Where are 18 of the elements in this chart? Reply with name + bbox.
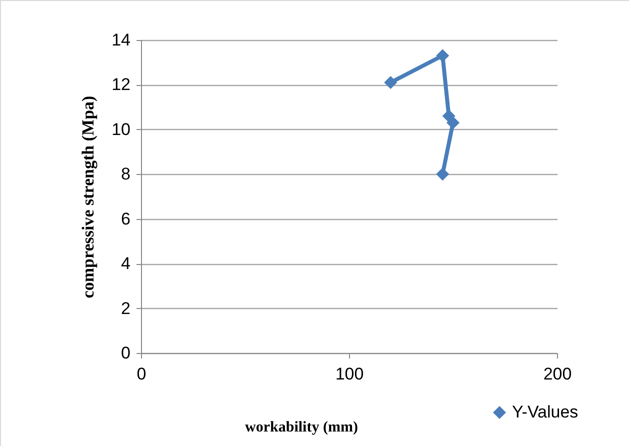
point: [436, 49, 450, 62]
y-tick-label: 12: [112, 75, 130, 94]
point: [384, 76, 398, 89]
x-tick-label: 100: [335, 364, 364, 384]
legend-label: Y-Values: [512, 402, 578, 422]
y-axis-title: compressive strength (Mpa): [78, 96, 98, 298]
point: [436, 168, 450, 181]
x-tick-label: 200: [543, 364, 572, 384]
x-axis-title: workability (mm): [245, 420, 358, 436]
x-tick-label: 0: [136, 364, 146, 384]
y-tick-label: 4: [121, 254, 130, 274]
y-tick-label: 14: [112, 30, 130, 50]
point: [446, 116, 460, 130]
y-tick-label: 0: [121, 344, 130, 362]
y-tick-label: 2: [121, 298, 130, 318]
y-tick-label: 6: [121, 209, 130, 228]
y-tick-label: 10: [112, 120, 130, 139]
y-tick-label: 8: [121, 164, 130, 184]
